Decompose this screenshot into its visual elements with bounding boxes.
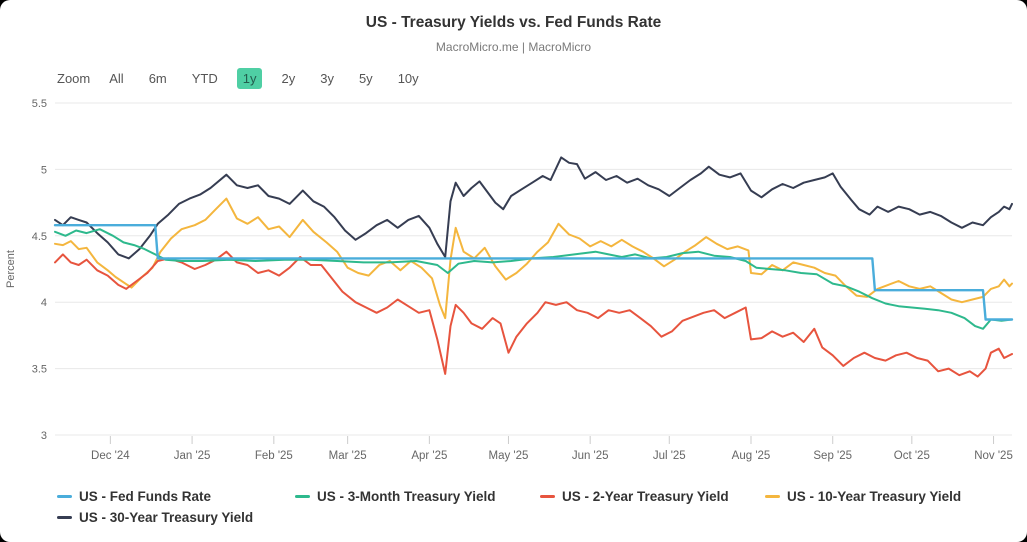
x-tick-label: Jan '25 (174, 450, 211, 462)
range-button-6m[interactable]: 6m (148, 71, 167, 86)
y-tick-label: 4.5 (32, 231, 47, 243)
x-tick-label: Sep '25 (813, 450, 852, 462)
chart-title: US - Treasury Yields vs. Fed Funds Rate (365, 14, 662, 31)
range-button-ytd[interactable]: YTD (191, 71, 218, 86)
x-tick-label: Mar '25 (329, 450, 367, 462)
legend-label: US - 30-Year Treasury Yield (79, 510, 254, 525)
zoom-label: Zoom (57, 71, 91, 86)
y-tick-label: 5.5 (32, 98, 47, 110)
range-selector: Zoom All 6m YTD 1y 2y 3y 5y 10y (57, 68, 425, 89)
legend-swatch (765, 495, 780, 498)
series-line-us-3-month-treasury-yield (54, 228, 1013, 330)
chart-subtitle: MacroMicro.me | MacroMicro (435, 40, 592, 54)
legend-swatch (57, 516, 72, 519)
x-tick-label: Dec '24 (91, 450, 130, 462)
legend-item-us-2-year-treasury-yield[interactable]: US - 2-Year Treasury Yield (540, 488, 729, 505)
x-tick-label: Jun '25 (572, 450, 609, 462)
legend-item-us-10-year-treasury-yield[interactable]: US - 10-Year Treasury Yield (765, 488, 961, 505)
x-tick-label: Feb '25 (255, 450, 293, 462)
y-axis-title: Percent (5, 250, 17, 288)
x-tick-label: Jul '25 (653, 450, 686, 462)
legend-item-us-30-year-treasury-yield[interactable]: US - 30-Year Treasury Yield (57, 509, 253, 526)
range-button-5y[interactable]: 5y (358, 71, 373, 86)
legend-item-us-fed-funds-rate[interactable]: US - Fed Funds Rate (57, 488, 211, 505)
x-tick-label: May '25 (488, 450, 528, 462)
y-tick-label: 5 (41, 164, 47, 176)
range-button-3y[interactable]: 3y (320, 71, 334, 86)
x-tick-label: Oct '25 (894, 450, 930, 462)
x-axis-labels: Dec '24 Jan '25 Feb '25 Mar '25 Apr '25 May '… (91, 450, 1013, 462)
range-button-10y[interactable]: 10y (397, 71, 419, 86)
legend-swatch (57, 495, 72, 498)
y-tick-label: 3.5 (32, 364, 47, 376)
x-axis-ticks (109, 436, 995, 444)
legend-label: US - Fed Funds Rate (79, 489, 212, 504)
legend-label: US - 10-Year Treasury Yield (787, 489, 962, 504)
gridlines (55, 102, 1012, 436)
y-axis-labels: 5.5 5 4.5 4 3.5 3 (32, 98, 47, 442)
y-tick-label: 4 (41, 297, 47, 309)
range-button-all[interactable]: All (109, 71, 124, 86)
range-buttons: All 6m YTD 1y 2y 3y 5y 10y (103, 68, 424, 89)
range-button-2y[interactable]: 2y (281, 71, 296, 86)
series-line-us-2-year-treasury-yield (54, 250, 1013, 378)
legend-item-us-3-month-treasury-yield[interactable]: US - 3-Month Treasury Yield (295, 488, 496, 505)
x-tick-label: Apr '25 (411, 450, 447, 462)
series-line-us-fed-funds-rate (53, 223, 1014, 321)
range-button-1y[interactable]: 1y (236, 68, 263, 89)
y-tick-label: 3 (41, 430, 47, 442)
legend-swatch (295, 495, 310, 498)
series-line-us-30-year-treasury-yield (54, 156, 1013, 260)
x-tick-label: Aug '25 (732, 450, 771, 462)
legend-swatch (540, 495, 555, 498)
x-tick-label: Nov '25 (974, 450, 1013, 462)
series-lines (53, 156, 1014, 378)
legend-label: US - 2-Year Treasury Yield (562, 489, 729, 504)
legend-label: US - 3-Month Treasury Yield (317, 489, 496, 504)
